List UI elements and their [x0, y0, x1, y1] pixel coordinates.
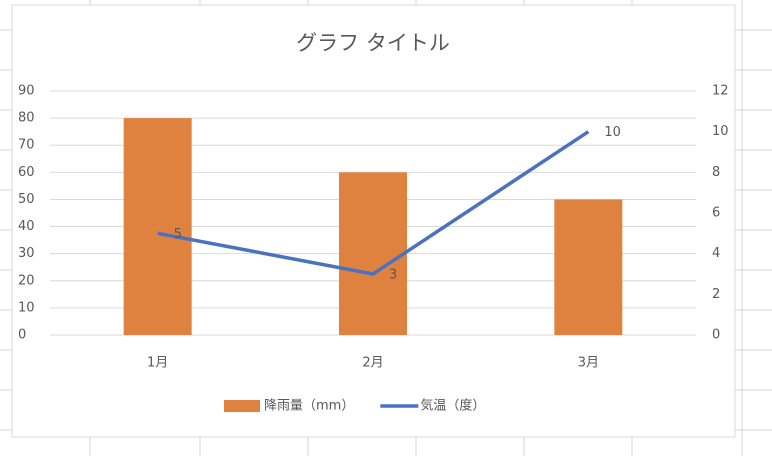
y2-tick-label: 10: [712, 124, 729, 139]
y2-tick-label: 0: [712, 328, 720, 343]
bar: [339, 172, 407, 335]
y-tick-label: 80: [18, 111, 35, 126]
legend-swatch: [224, 400, 260, 412]
y-tick-label: 50: [18, 192, 35, 207]
bar: [554, 199, 623, 335]
y-tick-label: 60: [18, 165, 35, 180]
bar: [123, 118, 192, 335]
data-label: 3: [389, 268, 397, 283]
y2-tick-label: 8: [712, 165, 720, 180]
x-tick-label: 2月: [362, 356, 383, 371]
data-label: 10: [604, 125, 621, 140]
data-label: 5: [174, 227, 182, 242]
y2-tick-label: 6: [712, 206, 720, 221]
y2-tick-label: 2: [712, 287, 720, 302]
y-tick-label: 40: [18, 219, 35, 234]
y-tick-label: 20: [18, 273, 35, 288]
legend-label: 気温（度）: [420, 398, 485, 414]
x-tick-label: 1月: [147, 356, 168, 371]
line: [157, 130, 590, 276]
y2-tick-label: 12: [712, 84, 729, 99]
y-tick-label: 10: [18, 300, 35, 315]
y-tick-label: 30: [18, 246, 35, 261]
x-tick-label: 3月: [578, 356, 599, 371]
y-tick-label: 0: [18, 328, 26, 343]
y-tick-label: 70: [18, 138, 35, 153]
legend-label: 降雨量（mm）: [264, 399, 354, 414]
y-tick-label: 90: [18, 84, 35, 99]
chart-title: グラフ タイトル: [296, 31, 450, 55]
y2-tick-label: 4: [712, 246, 720, 261]
